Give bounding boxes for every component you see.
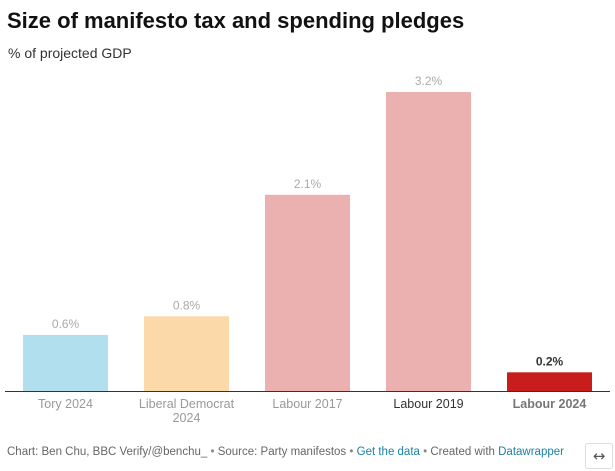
x-tick-label: Labour 2024 xyxy=(513,397,587,411)
chart-title: Size of manifesto tax and spending pledg… xyxy=(7,8,465,33)
footer-separator: • xyxy=(423,446,428,458)
chart-subtitle: % of projected GDP xyxy=(8,45,132,61)
footer-separator: • xyxy=(210,446,215,458)
bar xyxy=(23,334,108,391)
footer-created-with: Created with xyxy=(430,446,495,458)
get-the-data-link[interactable]: Get the data xyxy=(356,446,420,458)
x-tick-label: 2024 xyxy=(173,411,201,425)
bar xyxy=(144,316,229,391)
data-label: 0.2% xyxy=(536,354,564,368)
chart-footer: Chart: Ben Chu, BBC Verify/@benchu_ • So… xyxy=(7,446,564,458)
bar xyxy=(265,194,350,391)
datawrapper-link[interactable]: Datawrapper xyxy=(498,446,564,458)
footer-source: Source: Party manifestos xyxy=(217,446,347,458)
data-label: 0.8% xyxy=(173,298,201,312)
footer-separator: • xyxy=(349,446,354,458)
x-tick-label: Liberal Democrat xyxy=(139,397,235,411)
data-label: 0.6% xyxy=(52,317,80,331)
x-tick-label: Tory 2024 xyxy=(38,397,93,411)
resize-icon[interactable]: ↔ xyxy=(585,443,613,469)
bar xyxy=(386,92,471,391)
x-tick-label: Labour 2019 xyxy=(393,397,463,411)
bar xyxy=(507,372,592,391)
x-tick-label: Labour 2017 xyxy=(272,397,342,411)
footer-credit: Chart: Ben Chu, BBC Verify/@benchu_ xyxy=(7,446,208,458)
data-label: 3.2% xyxy=(415,74,443,88)
data-label: 2.1% xyxy=(294,177,322,191)
